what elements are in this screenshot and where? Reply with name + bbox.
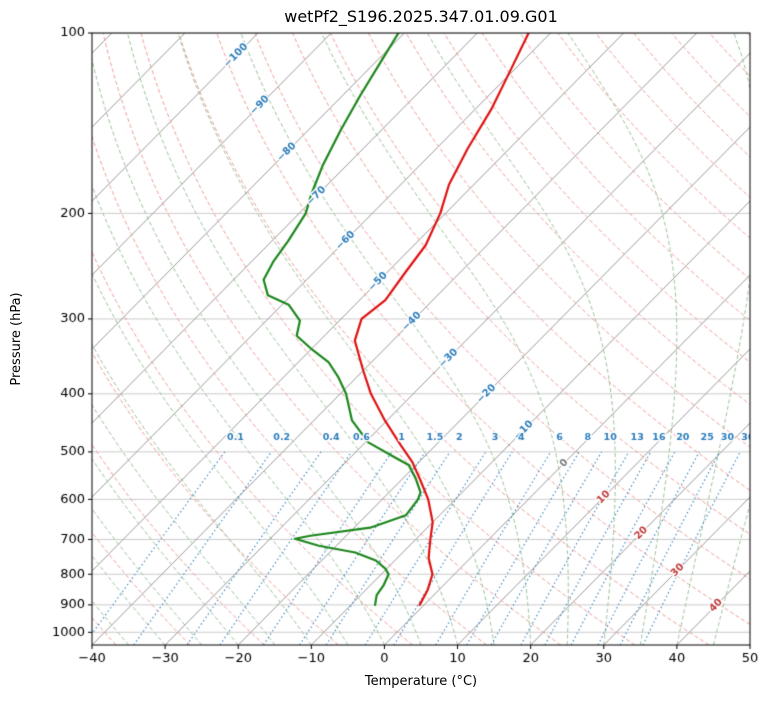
x-axis-label: Temperature (°C) xyxy=(364,674,478,689)
y-axis-label: Pressure (hPa) xyxy=(9,292,24,386)
chart-title: wetPf2_S196.2025.347.01.09.G01 xyxy=(284,7,558,26)
